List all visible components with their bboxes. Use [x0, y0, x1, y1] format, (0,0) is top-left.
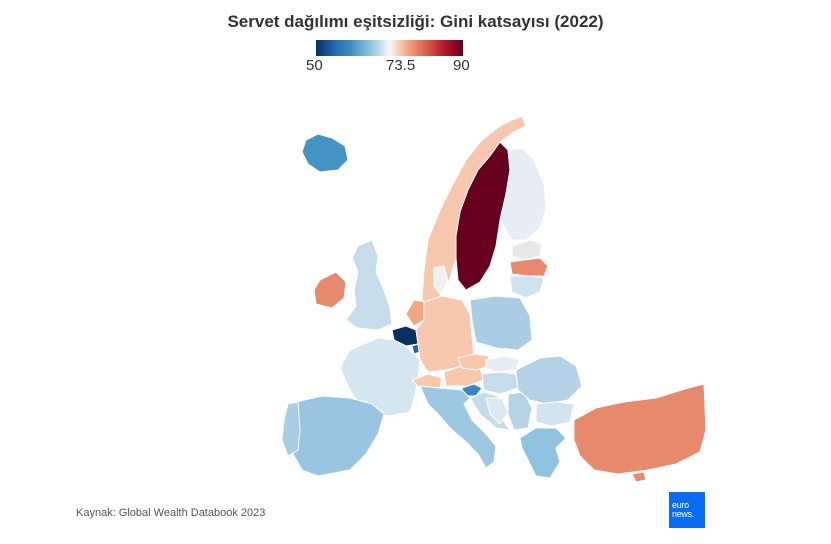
- chart-title: Servet dağılımı eşitsizliği: Gini katsay…: [227, 12, 604, 31]
- legend-mid-label: 73.5: [386, 57, 416, 74]
- region-iceland[interactable]: [301, 133, 349, 173]
- region-czechia[interactable]: [457, 353, 491, 371]
- region-ireland[interactable]: [313, 271, 347, 309]
- region-united-kingdom[interactable]: [345, 239, 393, 331]
- color-legend: 50 73.5 90: [306, 40, 470, 80]
- legend-min-label: 50: [306, 57, 323, 74]
- region-romania[interactable]: [515, 355, 583, 405]
- region-denmark[interactable]: [433, 265, 449, 295]
- euronews-logo: euro news.: [669, 492, 705, 528]
- region-finland[interactable]: [499, 147, 547, 241]
- source-note: Kaynak: Global Wealth Databook 2023: [76, 507, 266, 519]
- legend-max-label: 90: [453, 57, 470, 74]
- logo-text-line1: euro: [672, 500, 689, 510]
- region-turkey[interactable]: [573, 383, 707, 475]
- region-bulgaria[interactable]: [535, 401, 575, 427]
- region-latvia[interactable]: [509, 257, 549, 277]
- region-greece[interactable]: [519, 427, 567, 479]
- region-slovakia[interactable]: [485, 355, 521, 373]
- region-lithuania[interactable]: [509, 275, 545, 299]
- region-italy[interactable]: [419, 385, 497, 469]
- region-portugal[interactable]: [281, 401, 301, 457]
- legend-color-bar: [316, 40, 463, 56]
- region-france[interactable]: [339, 337, 421, 417]
- region-poland[interactable]: [469, 295, 533, 351]
- logo-text-line2: news.: [672, 509, 695, 519]
- region-cyprus[interactable]: [631, 471, 647, 483]
- region-estonia[interactable]: [511, 239, 543, 261]
- region-bosnia[interactable]: [485, 397, 509, 425]
- region-norway[interactable]: [421, 115, 527, 305]
- region-spain[interactable]: [291, 395, 385, 477]
- region-hungary[interactable]: [481, 371, 519, 395]
- region-germany[interactable]: [415, 295, 475, 373]
